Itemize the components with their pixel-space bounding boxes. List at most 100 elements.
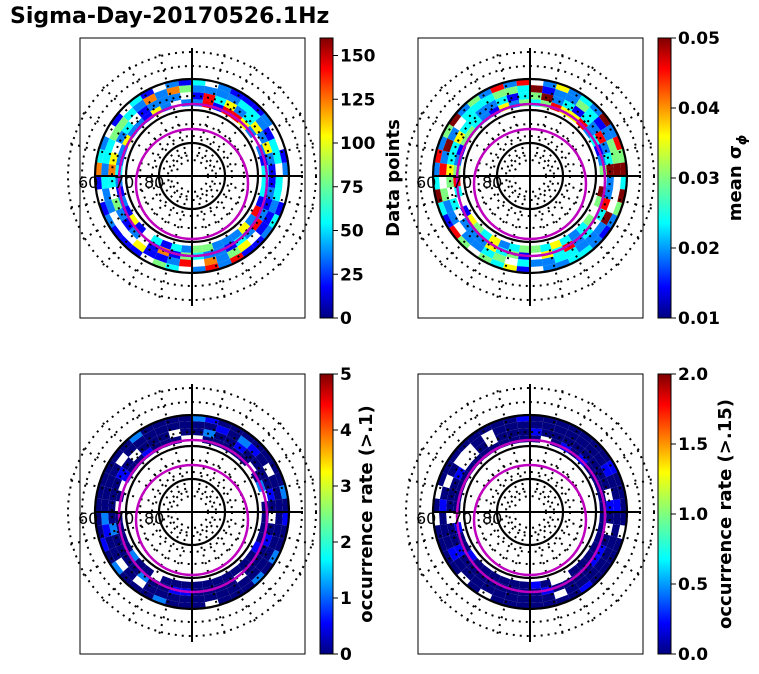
heatmap-cell (268, 549, 282, 565)
grid-dotted-spoke (211, 516, 316, 547)
heatmap-cell (123, 107, 137, 121)
heatmap-cell (274, 201, 286, 217)
heatmap-cell (268, 213, 282, 229)
heatmap-cell (141, 111, 155, 124)
grid-dotted-spoke (465, 528, 521, 624)
heatmap-cell (151, 418, 167, 430)
grid-dotted-spoke (208, 521, 304, 577)
heatmap-cell (530, 421, 543, 429)
heatmap-cell (123, 567, 137, 581)
heatmap-cell (579, 244, 595, 259)
heatmap-cell (594, 466, 607, 480)
grid-dotted-spoke (157, 388, 188, 493)
colorbar-tick-label: 0.02 (678, 239, 720, 259)
heatmap-cell (446, 176, 454, 188)
heatmap-cell (211, 575, 224, 586)
grid-dotted-spoke (127, 64, 183, 160)
grid-dotted-spoke (539, 528, 595, 624)
heatmap-cell (255, 221, 269, 236)
heatmap-cell (446, 164, 454, 176)
heatmap-cell (98, 471, 110, 487)
latitude-label: 60 (78, 509, 98, 528)
heatmap-cell (237, 575, 252, 589)
grid-dotted-spoke (495, 195, 526, 300)
heatmap-cell (606, 138, 618, 153)
heatmap-cell (229, 564, 243, 577)
heatmap-cell (479, 111, 493, 124)
grid-dotted-spoke (201, 64, 257, 160)
colorbar-tick-label: 1 (340, 589, 352, 609)
grid-dotted-spoke (68, 141, 173, 172)
heatmap-cell (251, 437, 267, 453)
heatmap-cell (575, 557, 589, 571)
heatmap-cell (108, 176, 116, 188)
latitude-label: 80 (482, 173, 502, 192)
heatmap-cell (517, 421, 530, 429)
heatmap-cell (251, 235, 267, 251)
heatmap-cell (268, 138, 280, 153)
grid-dotted-spoke (127, 400, 183, 496)
grid-dotted-spoke (406, 180, 511, 211)
heatmap-cell (575, 435, 590, 449)
grid-dotted-spoke (205, 189, 284, 268)
heatmap-cell (489, 258, 505, 270)
heatmap-cell (109, 561, 124, 577)
heatmap-cell (247, 567, 261, 581)
grid-dotted-spoke (546, 185, 642, 241)
heatmap-cell (192, 85, 205, 93)
colorbar-label-1-sub: ϕ (735, 135, 750, 145)
heatmap-cell (439, 499, 447, 512)
heatmap-cell (585, 567, 599, 581)
heatmap-cell (151, 594, 167, 606)
heatmap-cell (217, 82, 233, 94)
heatmap-cell (455, 235, 471, 251)
oval-contour-inner (472, 127, 588, 241)
heatmap-cell (465, 429, 481, 444)
heatmap-cell (606, 549, 620, 565)
grid-dotted-spoke (438, 525, 517, 604)
heatmap-cell (447, 126, 460, 142)
grid-dotted-circle (67, 387, 317, 637)
heatmap-cell (559, 234, 572, 246)
colorbar-tick-label: 100 (340, 134, 376, 154)
heatmap-cell (242, 226, 256, 240)
heatmap-cell (127, 580, 143, 595)
heatmap-cell (251, 101, 267, 117)
grid-dotted-spoke (68, 516, 173, 547)
heatmap-cell (530, 595, 543, 603)
heatmap-cell (154, 88, 169, 100)
heatmap-cell (439, 163, 447, 176)
heatmap-cell (268, 459, 282, 475)
heatmap-cell (142, 246, 158, 259)
heatmap-cell (553, 424, 568, 436)
heatmap-cell (471, 221, 485, 235)
grid-dotted-spoke (100, 189, 179, 268)
heatmap-cell (555, 82, 571, 94)
heatmap-cell (461, 231, 475, 245)
heatmap-cell (593, 116, 607, 131)
heatmap-cell (475, 105, 489, 118)
heatmap-cell (127, 213, 140, 227)
heatmap-cell (255, 116, 269, 131)
heatmap-cell (170, 579, 182, 589)
heatmap-cell (127, 429, 143, 444)
heatmap-cell (154, 588, 169, 600)
heatmap-cell (111, 477, 122, 491)
heatmap-cell (442, 535, 454, 550)
heatmap-cell (108, 512, 116, 524)
heatmap-cell (455, 101, 471, 117)
heatmap-cell (237, 221, 251, 235)
heatmap-cell (229, 422, 245, 436)
heatmap-cell (530, 92, 542, 100)
colorbar-label-3: occurrence rate (>.15) (715, 399, 736, 629)
heatmap-cell (268, 474, 280, 489)
heatmap-cell (121, 217, 134, 231)
heatmap-cell (139, 588, 155, 602)
heatmap-cell (447, 462, 460, 478)
latitude-label: 60 (416, 509, 436, 528)
grid-dotted-spoke (534, 531, 565, 636)
heatmap-cell (275, 176, 283, 189)
heatmap-cell (127, 549, 140, 563)
heatmap-cell (142, 93, 158, 106)
